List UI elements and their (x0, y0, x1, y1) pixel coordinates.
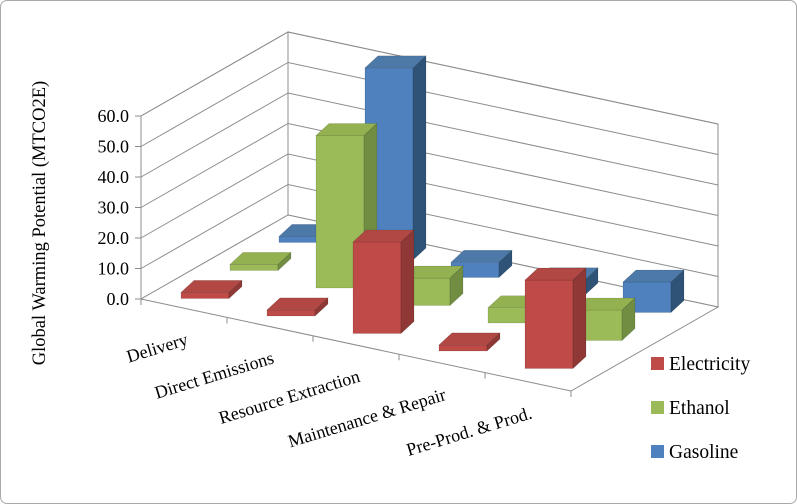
axes (135, 115, 572, 397)
y-axis-tick-label: 60.0 (98, 106, 130, 126)
legend-swatch (651, 401, 664, 414)
y-axis-tick-label: 0.0 (107, 289, 130, 309)
gridline (140, 153, 719, 247)
bar-electricity-1 (180, 279, 243, 300)
plot-walls (139, 31, 720, 392)
y-axis-tick-label: 10.0 (98, 259, 130, 279)
series-ethanol (229, 122, 636, 342)
y-axis-tick-label: 40.0 (98, 167, 130, 187)
legend-swatch (651, 357, 664, 370)
bars (180, 55, 685, 370)
gridline (140, 92, 719, 186)
gridline (140, 122, 719, 216)
bar-top-face (524, 267, 587, 281)
bar-top-face (450, 249, 513, 263)
gridlines (140, 31, 719, 277)
bar-side-face (412, 55, 427, 261)
series-electricity (180, 229, 587, 370)
y-axis-tick-label: 50.0 (98, 137, 130, 157)
category-label: Direct Emissions (152, 347, 276, 402)
gridline (140, 61, 719, 155)
legend: Electricity Ethanol Gasoline (651, 354, 750, 463)
y-axis-title: Global Warming Potential (MTCO2E) (30, 81, 50, 365)
legend-label: Electricity (669, 354, 750, 375)
bar-side-face (572, 267, 587, 370)
bar-front-face (180, 292, 230, 299)
legend-item-gasoline: Gasoline (651, 442, 738, 463)
y-axis-tick-labels: 0.0 10.0 20.0 30.0 40.0 50.0 60.0 (98, 106, 130, 309)
legend-item-ethanol: Ethanol (651, 398, 730, 419)
bar-top-face (229, 252, 292, 265)
legend-label: Ethanol (669, 398, 730, 419)
bar-front-face (352, 241, 402, 334)
bar-front-face (229, 264, 279, 271)
bar-top-face (315, 123, 378, 136)
bar-electricity-4 (438, 332, 501, 352)
bar-side-face (670, 269, 685, 314)
legend-item-electricity: Electricity (651, 354, 750, 375)
legend-label: Gasoline (669, 442, 738, 463)
bar-gasoline-5 (622, 269, 685, 314)
bar-top-face (180, 280, 243, 293)
category-label: Pre-Prod. & Prod. (404, 403, 534, 460)
category-label: Delivery (124, 329, 190, 367)
bar-top-face (266, 297, 329, 311)
bar-electricity-3 (352, 229, 415, 335)
gridline (140, 31, 719, 125)
bar-top-face (438, 332, 501, 346)
bar-side-face (621, 297, 636, 342)
bar-front-face (438, 344, 488, 352)
bar-front-face (266, 309, 316, 317)
bar-ethanol-1 (229, 251, 292, 272)
gridline (140, 183, 719, 277)
y-axis-tick-label: 20.0 (98, 228, 130, 248)
bar-side-face (400, 229, 415, 335)
bar-top-face (364, 55, 427, 69)
y-axis-tick-label: 30.0 (98, 198, 130, 218)
legend-swatch (651, 445, 664, 458)
bar-side-face (228, 279, 243, 300)
bar-top-face (622, 269, 685, 283)
bar-electricity-2 (266, 297, 329, 317)
bar-gasoline-2 (364, 55, 427, 261)
bar-top-face (352, 229, 415, 243)
bar-front-face (524, 279, 574, 369)
bar-electricity-5 (524, 267, 587, 370)
